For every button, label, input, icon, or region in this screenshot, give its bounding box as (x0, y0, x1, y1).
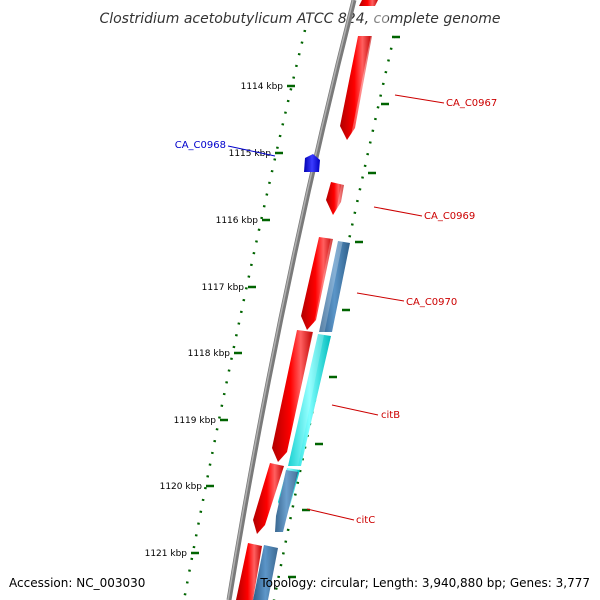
ruler-label-1119: 1119 kbp (174, 416, 217, 426)
gene-label-ca-c0967[interactable]: CA_C0967 (446, 98, 497, 109)
ruler-label-1121: 1121 kbp (145, 549, 188, 559)
ruler-label-1120: 1120 kbp (160, 482, 203, 492)
inner-ruler-ticks (191, 84, 295, 555)
callouts (227, 94, 445, 521)
ruler-label-1114: 1114 kbp (241, 82, 284, 92)
ruler-label-1118: 1118 kbp (188, 349, 231, 359)
topology-text: Topology: circular; Length: 3,940,880 bp… (259, 576, 590, 590)
outer-ruler-ticks (288, 35, 400, 579)
forward-genes (236, 0, 378, 600)
gene-block-ca-c0968 (304, 154, 320, 172)
ruler-label-1115: 1115 kbp (229, 149, 272, 159)
inner-ruler-labels: 1114 kbp 1115 kbp 1116 kbp 1117 kbp 1118 kbp… (145, 82, 284, 559)
ruler-label-1117: 1117 kbp (202, 283, 245, 293)
backbone (226, 0, 357, 600)
gene-block-ca-c0969 (326, 182, 344, 215)
gene-label-ca-c0968[interactable]: CA_C0968 (175, 140, 226, 151)
gene-label-citc[interactable]: citC (356, 515, 375, 526)
gene-block-ca-c0967-top (359, 0, 378, 6)
gene-label-ca-c0969[interactable]: CA_C0969 (424, 211, 475, 222)
gene-block-citc (253, 463, 284, 534)
gene-block-ca-c0967 (340, 36, 372, 140)
map-title: Clostridium acetobutylicum ATCC 824, com… (99, 11, 500, 27)
accession-text: Accession: NC_003030 (9, 576, 145, 590)
ruler-label-1116: 1116 kbp (216, 216, 259, 226)
gene-block-citb (272, 330, 313, 462)
gene-block-ca-c0970 (301, 237, 333, 330)
gene-label-citb[interactable]: citB (381, 410, 400, 421)
gene-block-next-red (236, 543, 262, 600)
gene-label-ca-c0970[interactable]: CA_C0970 (406, 297, 457, 308)
